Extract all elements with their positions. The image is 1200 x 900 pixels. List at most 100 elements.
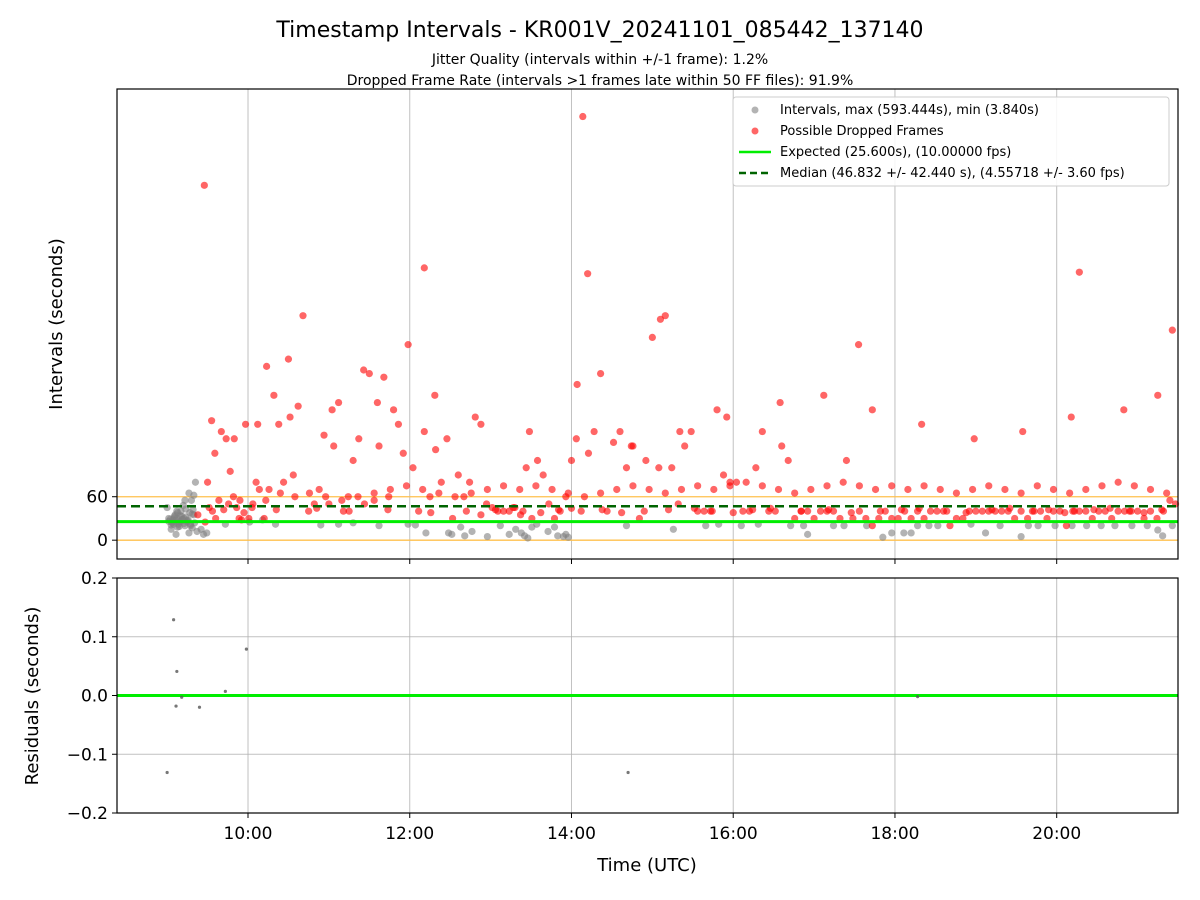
dropped-frame-point [208,507,217,515]
interval-point [829,522,838,530]
dropped-frame-point [868,406,876,414]
dropped-frame-point [676,427,684,436]
dropped-frame-point [998,507,1006,515]
dropped-frame-point [854,341,863,349]
interval-point [1068,522,1076,530]
dropped-frame-point [609,438,618,447]
interval-point [934,522,942,530]
dropped-frame-point [255,485,263,494]
interval-point [1128,522,1136,530]
dropped-frame-point [970,435,978,443]
dropped-frame-point [648,333,656,341]
dropped-frame-point [477,420,485,428]
dropped-frame-point [420,264,428,272]
dropped-frame-point [1062,522,1071,530]
interval-point [888,529,896,537]
intervals-y-tick-label: 0 [97,531,108,551]
dropped-frame-point [194,511,202,519]
dropped-frame-point [677,485,686,494]
dropped-frame-point [279,478,288,486]
dropped-frame-point [1140,509,1148,517]
legend-expected-label: Expected (25.600s), (10.00000 fps) [780,145,1011,160]
residuals-y-tick-label: 0.0 [81,687,108,707]
legend-intervals-marker [751,106,759,114]
interval-point [799,522,808,530]
dropped-frame-point [708,507,716,515]
dropped-frame-point [1082,507,1090,515]
dropped-frame-point [978,507,986,515]
interval-point [1083,522,1091,530]
x-tick-label: 16:00 [709,824,758,844]
interval-point [496,522,504,530]
dropped-frame-point [437,478,445,486]
interval-point [457,523,465,531]
residuals-y-tick-label: −0.1 [67,745,108,765]
dropped-frame-point [305,489,314,497]
dropped-frame-point [471,413,479,421]
dropped-frame-point [616,427,624,436]
x-tick-label: 20:00 [1032,824,1081,844]
dropped-frame-point [668,464,676,472]
dropped-frame-point [516,485,524,494]
dropped-frame-point [642,456,650,465]
interval-point [448,530,456,538]
interval-point [1154,526,1162,534]
intervals-frame [116,88,1179,560]
dropped-frame-point [946,522,954,530]
interval-point [900,529,908,537]
dropped-frame-point [355,435,363,443]
dropped-frame-point [918,420,926,428]
dropped-frame-point [719,471,728,479]
dropped-frame-point [499,482,508,490]
dropped-frame-point [1082,485,1090,494]
dropped-frame-point [1090,506,1098,514]
dropped-frame-point [926,507,935,515]
interval-point [317,521,325,529]
dropped-frame-point [1168,326,1176,334]
dropped-frame-point [656,315,665,323]
dropped-frame-point [1125,507,1134,515]
dropped-frame-point [537,509,545,517]
interval-point [411,521,420,529]
dropped-frame-point [820,391,828,399]
dropped-frame-point [1061,509,1069,517]
dropped-frame-point [1158,506,1166,514]
dropped-frame-point [1001,485,1009,494]
residual-point [165,770,169,775]
interval-point [185,489,193,497]
dropped-frame-point [467,489,475,497]
dropped-frame-point [499,507,508,515]
dropped-frame-point [936,485,944,494]
subtitle-jitter: Jitter Quality (intervals within +/-1 fr… [431,52,768,68]
dropped-frame-point [419,485,427,494]
dropped-frame-point [435,489,443,497]
x-tick-label: 14:00 [547,824,596,844]
interval-point [461,532,469,540]
dropped-frame-point [230,435,238,443]
dropped-frame-point [655,464,663,472]
dropped-frame-point [394,420,403,428]
interval-point [1024,522,1032,530]
dropped-frame-point [1114,478,1122,486]
dropped-frame-point [345,507,353,515]
dropped-frame-point [386,485,394,494]
interval-point [203,529,211,537]
x-axis-label: Time (UTC) [596,855,697,876]
dropped-frame-point [729,509,737,517]
dropped-frame-point [1146,507,1155,515]
legend-dropped-label: Possible Dropped Frames [780,124,944,139]
dropped-frame-point [778,442,786,450]
intervals-y-axis-label: Intervals (seconds) [46,238,67,410]
dropped-frame-point [1114,507,1122,515]
dropped-frame-point [451,493,459,501]
interval-point [375,522,383,530]
dropped-frame-point [320,431,328,439]
subtitle-dropped-rate: Dropped Frame Rate (intervals >1 frames … [347,73,854,89]
dropped-frame-point [584,449,593,457]
dropped-frame-point [784,456,792,465]
dropped-frame-point [920,482,928,490]
dropped-frame-point [868,522,876,530]
dropped-frame-point [598,506,606,514]
dropped-frame-point [240,509,248,517]
dropped-frame-point [265,485,273,494]
